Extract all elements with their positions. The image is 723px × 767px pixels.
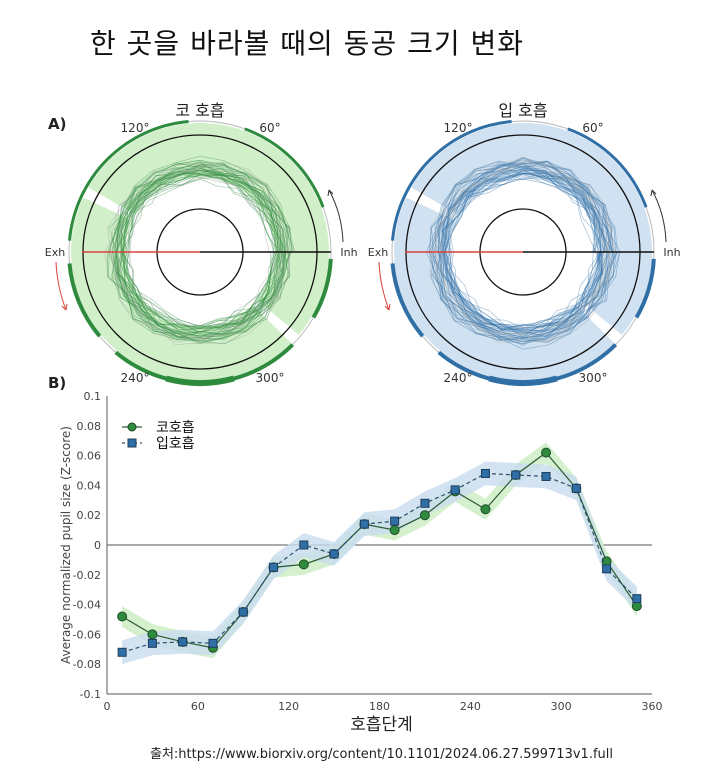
data-point-mouth <box>420 498 430 508</box>
data-point-mouth <box>450 485 460 495</box>
y-tick-label: 0.1 <box>84 390 102 403</box>
data-point-mouth <box>178 637 188 647</box>
series-line-nose <box>121 451 638 649</box>
significance-arc <box>488 375 558 387</box>
polar-charts: 코 호흡 Exh Inh 120° 60° 240° 300° 입 호흡 Exh Inh 120° 6… <box>45 101 681 387</box>
y-tick-label: -0.08 <box>73 658 101 671</box>
y-tick-label: 0.04 <box>77 479 102 492</box>
shaded-sector <box>411 123 652 335</box>
y-axis-label: Average normalized pupil size (Z-score) <box>59 426 73 664</box>
inhale-direction-arrow <box>328 189 344 243</box>
y-tick-label: 0.06 <box>77 450 102 463</box>
inh-label: Inh <box>663 246 680 259</box>
inhale-arrowhead <box>327 189 334 197</box>
figure-title: 한 곳을 바라볼 때의 동공 크기 변화 <box>90 27 525 60</box>
data-point-nose <box>419 510 430 521</box>
significance-arc <box>114 343 295 385</box>
data-point-mouth <box>390 516 400 526</box>
data-point-nose <box>389 525 400 536</box>
x-tick-label: 120 <box>278 700 299 713</box>
y-tick-label: -0.04 <box>73 599 101 612</box>
significance-arc <box>634 258 656 319</box>
exhale-direction-arrow <box>378 261 390 311</box>
angle-label-300: 300° <box>579 371 608 385</box>
angle-label-240: 240° <box>444 371 473 385</box>
data-point-nose <box>147 629 158 640</box>
x-tick-label: 360 <box>642 700 663 713</box>
data-point-mouth <box>117 647 127 657</box>
line-chart: 0.1 0.08 0.06 0.04 0.02 0 -0.02 -0.04 -0.06 -0.08… <box>59 390 663 713</box>
exhale-arrowhead <box>61 303 68 311</box>
y-tick-label: 0.02 <box>77 509 102 522</box>
y-tick-label: -0.06 <box>73 628 101 641</box>
data-point-mouth <box>511 470 521 480</box>
data-point-nose <box>480 504 491 515</box>
data-point-nose <box>541 447 552 458</box>
legend-marker-nose <box>127 422 137 432</box>
x-axis-label: 호흡단계 <box>350 715 413 735</box>
y-tick-label: -0.1 <box>80 688 101 701</box>
data-point-mouth <box>147 638 157 648</box>
significance-arc <box>165 375 235 386</box>
inh-label: Inh <box>340 246 357 259</box>
y-tick-label: 0 <box>94 539 101 552</box>
data-point-mouth <box>541 471 551 481</box>
significance-arc <box>390 263 425 338</box>
significance-arc <box>437 343 618 386</box>
data-point-nose <box>298 559 309 570</box>
series-line-mouth <box>121 472 638 653</box>
data-point-mouth <box>480 468 490 478</box>
data-point-mouth <box>299 540 309 550</box>
data-point-mouth <box>238 607 248 617</box>
data-point-mouth <box>602 564 612 574</box>
y-tick-label: -0.02 <box>73 569 101 582</box>
panel-a-label: A) <box>48 115 67 133</box>
polar-panel-nose: 코 호흡 Exh Inh 120° 60° 240° 300° <box>45 101 358 386</box>
angle-label-120: 120° <box>444 121 473 135</box>
polar-title: 입 호흡 <box>498 101 547 120</box>
significance-arc <box>311 258 333 319</box>
inhale-direction-arrow <box>651 189 667 243</box>
data-point-nose <box>117 611 128 622</box>
inhale-arrowhead <box>650 189 657 197</box>
exh-label: Exh <box>45 246 65 259</box>
angle-label-300: 300° <box>256 371 285 385</box>
x-tick-label: 60 <box>191 700 205 713</box>
data-point-mouth <box>208 638 218 648</box>
panel-b-label: B) <box>48 374 67 392</box>
shaded-sector <box>393 197 615 382</box>
angle-label-60: 60° <box>259 121 280 135</box>
angle-label-240: 240° <box>121 371 150 385</box>
data-point-mouth <box>269 562 279 572</box>
exh-label: Exh <box>368 246 388 259</box>
source-citation: 출처:https://www.biorxiv.org/content/10.11… <box>150 747 613 762</box>
confidence-band-mouth <box>122 461 637 665</box>
x-tick-label: 240 <box>460 700 481 713</box>
data-point-mouth <box>329 549 339 559</box>
exhale-arrowhead <box>384 303 391 311</box>
shaded-sector <box>88 122 330 335</box>
x-tick-label: 0 <box>104 700 111 713</box>
shaded-sector <box>70 197 292 381</box>
x-tick-label: 300 <box>551 700 572 713</box>
exhale-direction-arrow <box>55 261 67 311</box>
data-point-mouth <box>359 519 369 529</box>
x-tick-label: 180 <box>369 700 390 713</box>
polar-title: 코 호흡 <box>175 101 224 120</box>
y-tick-label: 0.08 <box>77 420 102 433</box>
data-point-mouth <box>571 483 581 493</box>
legend-marker-mouth <box>127 438 137 448</box>
angle-label-120: 120° <box>121 121 150 135</box>
significance-arc <box>67 263 102 338</box>
polar-panel-mouth: 입 호흡 Exh Inh 120° 60° 240° 300° <box>368 101 681 387</box>
legend-label-nose: 코호흡 <box>156 420 195 436</box>
angle-label-60: 60° <box>582 121 603 135</box>
data-point-mouth <box>632 594 642 604</box>
legend-label-mouth: 입호흡 <box>156 436 195 452</box>
